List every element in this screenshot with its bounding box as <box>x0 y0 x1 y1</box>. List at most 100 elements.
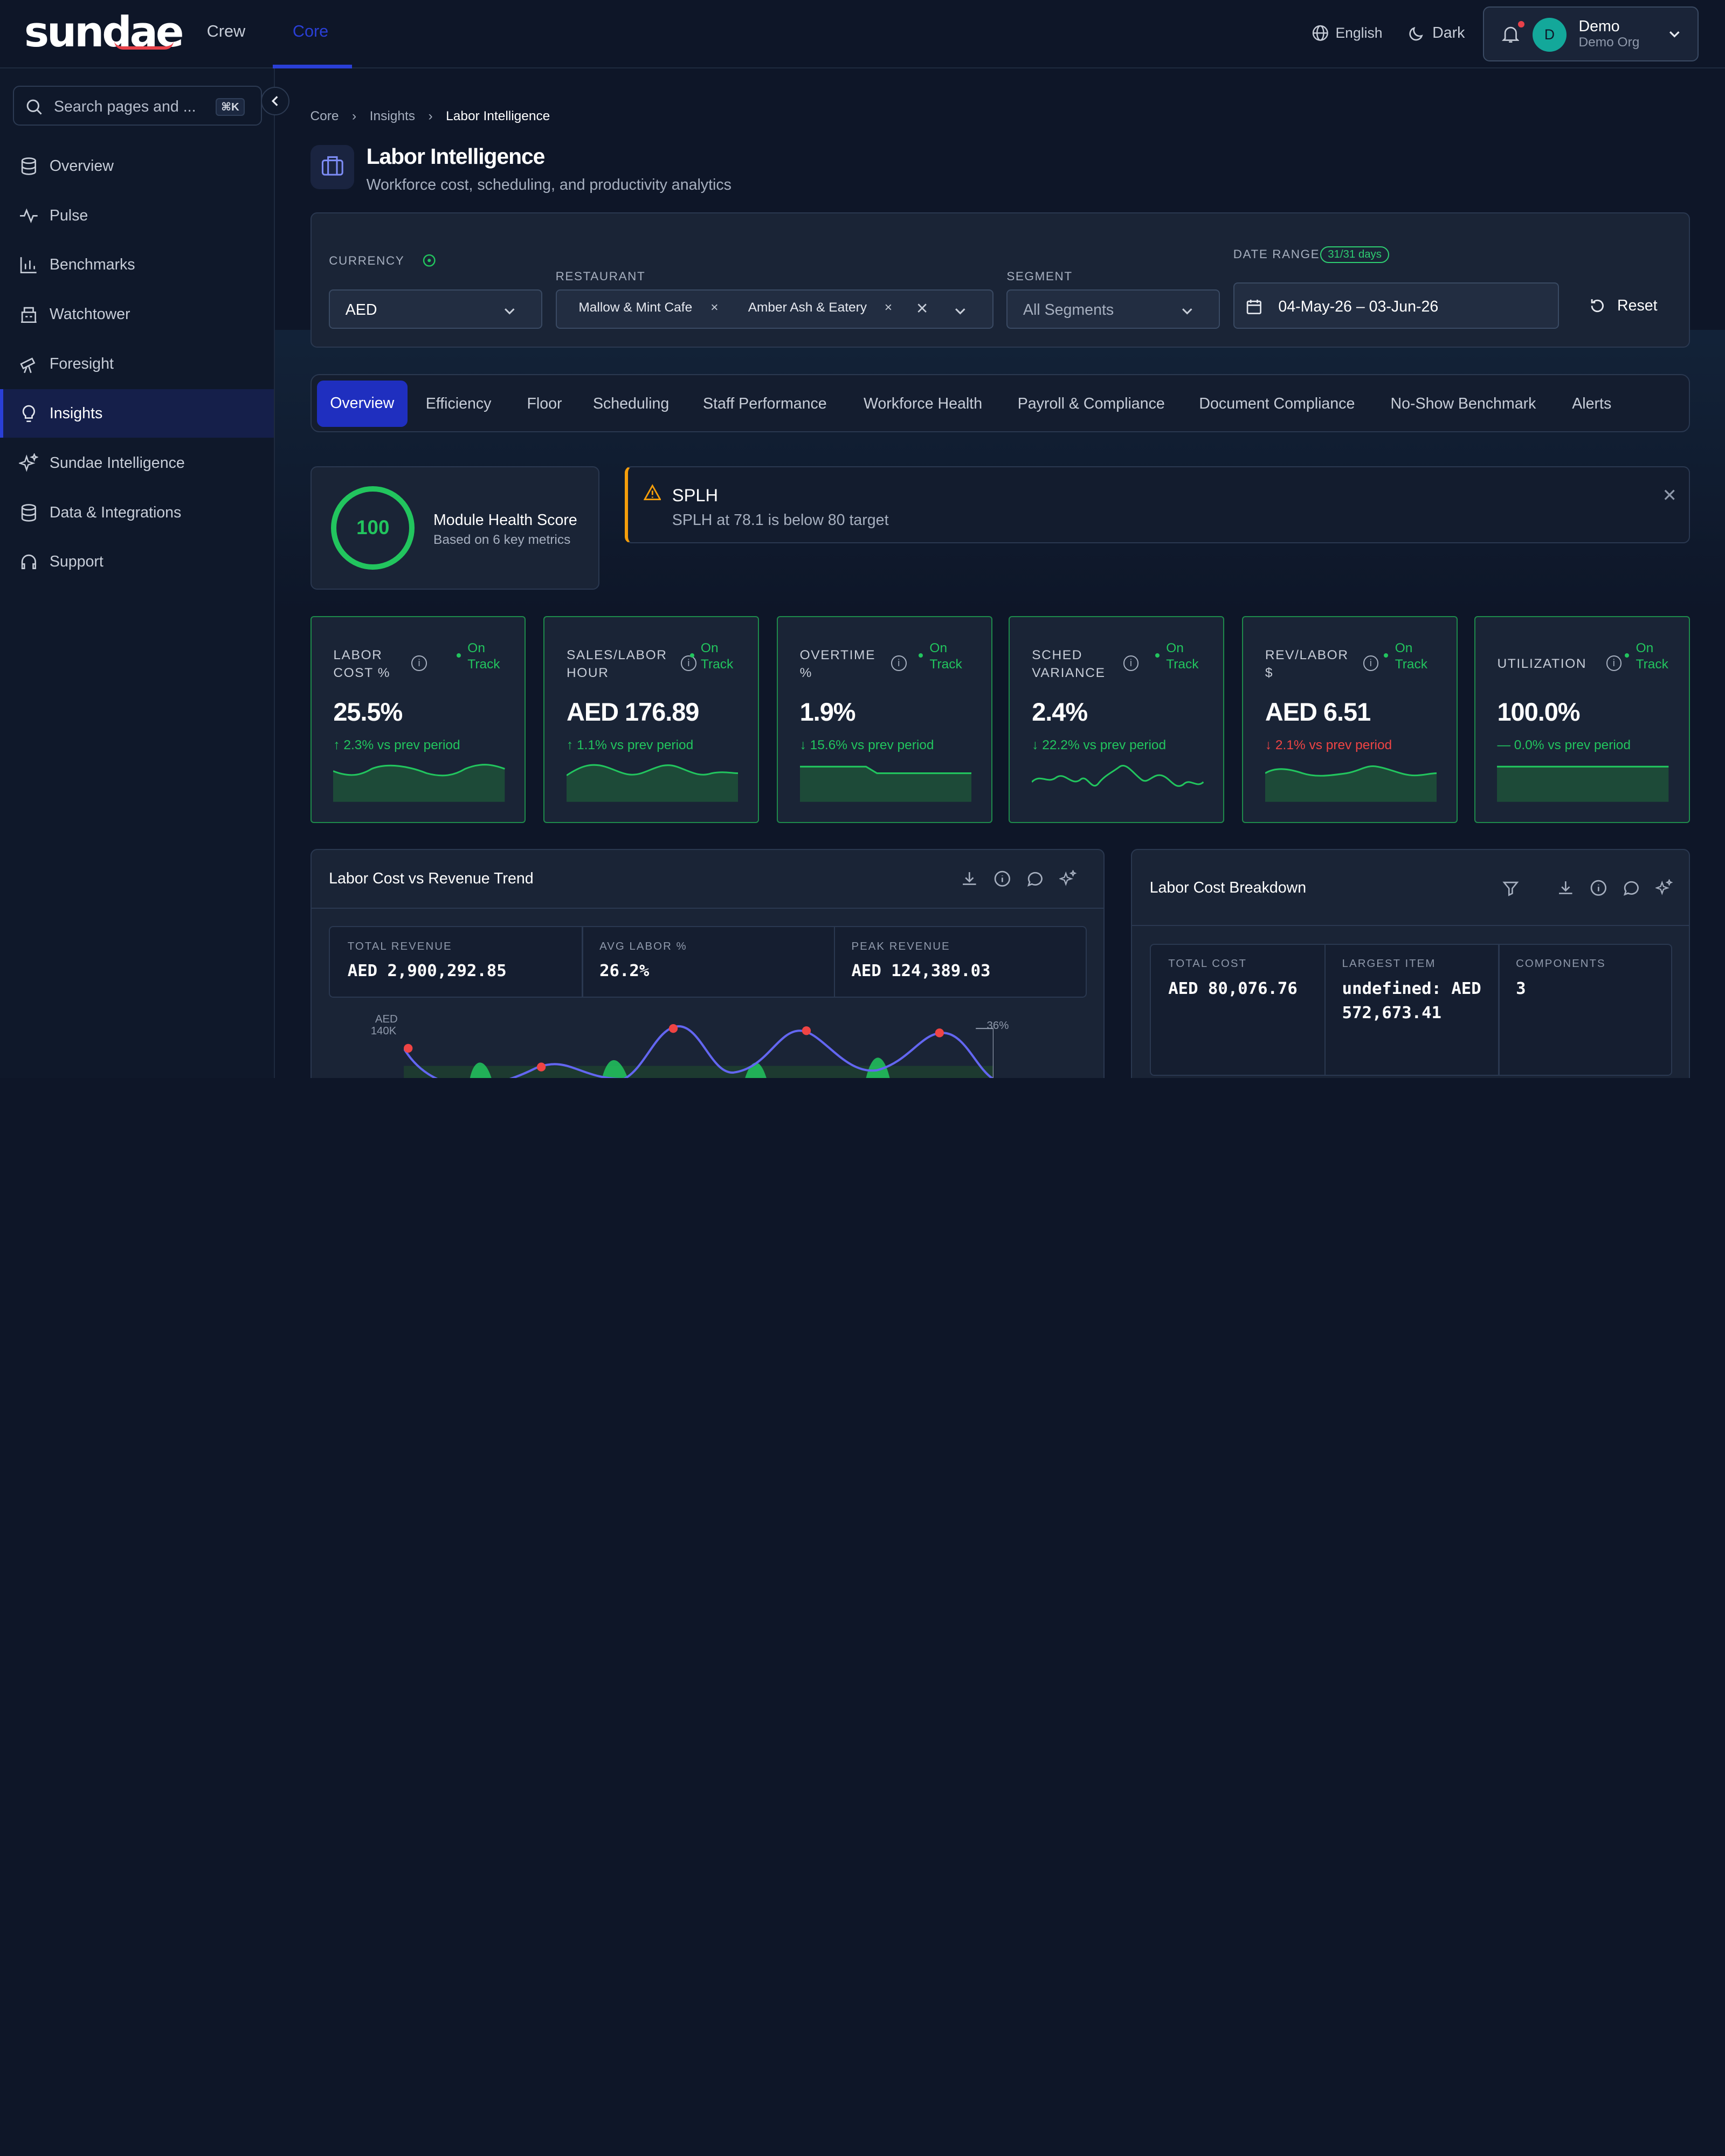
sidebar-item-pulse[interactable]: Pulse <box>0 191 274 240</box>
shortcut-badge: ⌘K <box>215 98 245 116</box>
tab-document-compliance[interactable]: Document Compliance <box>1199 395 1355 412</box>
sidebar-item-data-integrations[interactable]: Data & Integrations <box>0 488 274 537</box>
sidebar-item-label: Pulse <box>49 206 88 224</box>
kpi-label: SCHED VARIANCE <box>1032 647 1106 680</box>
info-icon[interactable]: i <box>411 655 427 671</box>
restaurant-select[interactable]: Mallow & Mint Cafe × Amber Ash & Eatery … <box>555 289 993 329</box>
calendar-icon <box>1246 300 1262 314</box>
kpi-label: REV/LABOR $ <box>1265 647 1349 680</box>
kpi-card-labor-cost[interactable]: LABOR COST % i On Track 25.5% ↑ 2.3% vs pr… <box>310 616 526 823</box>
sparkles-icon[interactable] <box>1059 870 1077 888</box>
sparkles-icon[interactable] <box>1655 879 1673 897</box>
info-icon[interactable]: i <box>681 655 696 671</box>
theme-toggle[interactable]: Dark <box>1408 24 1465 42</box>
sidebar-item-overview[interactable]: Overview <box>0 142 274 190</box>
language-label: English <box>1335 24 1383 41</box>
kpi-delta: ↓ 2.1% vs prev period <box>1265 738 1392 753</box>
nav-tab-crew[interactable]: Crew <box>206 22 246 40</box>
kpi-card-overtime[interactable]: OVERTIME% i On Track 1.9% ↓ 15.6% vs prev… <box>776 616 992 823</box>
close-icon[interactable]: ✕ <box>1662 485 1677 505</box>
sidebar-item-label: Foresight <box>49 355 114 373</box>
sidebar-item-insights[interactable]: Insights <box>0 389 274 438</box>
sparkles-icon <box>18 453 39 472</box>
nav-active-indicator <box>273 65 353 68</box>
currency-select[interactable]: AED <box>329 289 543 329</box>
segment-select[interactable]: All Segments <box>1006 289 1220 329</box>
notification-dot <box>1518 20 1525 27</box>
chevron-down-icon <box>1669 31 1680 38</box>
sidebar-item-watchtower[interactable]: Watchtower <box>0 291 274 339</box>
info-icon[interactable]: i <box>1123 655 1139 671</box>
reset-button[interactable]: Reset <box>1589 297 1658 315</box>
status-badge: On Track <box>919 640 962 673</box>
filter-icon[interactable] <box>1502 879 1520 897</box>
info-icon[interactable]: i <box>891 655 907 671</box>
tab-scheduling[interactable]: Scheduling <box>592 395 670 412</box>
tab-payroll-compliance[interactable]: Payroll & Compliance <box>1017 395 1165 412</box>
date-range-picker[interactable]: 04-May-26 – 03-Jun-26 <box>1233 282 1559 329</box>
kpi-card-sales-labor-hour[interactable]: SALES/LABOR HOUR i On Track AED 176.89 ↑ 1… <box>543 616 760 823</box>
comment-icon[interactable] <box>1026 870 1044 888</box>
sidebar-item-label: Insights <box>49 404 103 422</box>
kpi-card-utilization[interactable]: UTILIZATION i On Track 100.0% — 0.0% vs p… <box>1474 616 1690 823</box>
tab-floor[interactable]: Floor <box>527 395 562 412</box>
sidebar-item-support[interactable]: Support <box>0 538 274 586</box>
tab-overview[interactable]: Overview <box>316 381 408 427</box>
panel-toolbar <box>1502 879 1673 897</box>
user-org: Demo Org <box>1578 35 1640 50</box>
kpi-card-sched-variance[interactable]: SCHED VARIANCE i On Track 2.4% ↓ 22.2% vs … <box>1009 616 1225 823</box>
restaurant-chip: Mallow & Mint Cafe <box>578 300 693 315</box>
info-icon[interactable]: i <box>1363 655 1379 671</box>
sidebar-item-foresight[interactable]: Foresight <box>0 340 274 389</box>
page-subtitle: Workforce cost, scheduling, and producti… <box>366 176 732 194</box>
user-menu[interactable]: D Demo Demo Org <box>1482 6 1699 62</box>
remove-chip-icon[interactable]: × <box>710 300 719 315</box>
avatar: D <box>1532 17 1567 52</box>
status-badge: On Track <box>1384 640 1427 673</box>
breadcrumb: Core › Insights › Labor Intelligence <box>310 109 550 124</box>
search-input[interactable]: Search pages and ... <box>53 98 196 115</box>
collapse-sidebar-button[interactable] <box>260 87 289 116</box>
sundae-logo[interactable]: sundae <box>24 8 184 57</box>
sparkline <box>1497 765 1669 802</box>
comment-icon[interactable] <box>1623 879 1640 897</box>
stat-avg-labor: AVG LABOR % 26.2% <box>599 940 687 981</box>
chevron-down-icon <box>504 308 515 315</box>
tab-efficiency[interactable]: Efficiency <box>425 395 492 412</box>
kpi-label: OVERTIME% <box>799 647 876 680</box>
download-icon[interactable] <box>1557 879 1575 897</box>
info-icon[interactable] <box>993 870 1011 888</box>
tab-staff-performance[interactable]: Staff Performance <box>703 395 827 412</box>
moon-icon <box>1409 27 1423 41</box>
download-icon[interactable] <box>961 870 978 888</box>
health-score-ring: 100 <box>331 486 415 570</box>
reset-icon <box>1591 299 1604 313</box>
nav-tab-core[interactable]: Core <box>292 22 329 40</box>
clear-all-icon[interactable]: × <box>916 296 928 319</box>
sparkline <box>799 765 971 802</box>
tab-alerts[interactable]: Alerts <box>1572 395 1612 412</box>
building-icon <box>20 307 37 323</box>
sidebar-item-label: Watchtower <box>49 306 130 323</box>
kpi-delta: ↓ 15.6% vs prev period <box>799 738 934 753</box>
sidebar-item-label: Data & Integrations <box>49 503 182 521</box>
kpi-delta: ↓ 22.2% vs prev period <box>1032 738 1167 753</box>
language-selector[interactable]: English <box>1312 24 1383 42</box>
info-icon[interactable]: i <box>1606 655 1622 671</box>
status-badge: On Track <box>1625 640 1668 673</box>
search-box[interactable]: Search pages and ... ⌘K <box>13 86 262 126</box>
stat-total-revenue: TOTAL REVENUE AED 2,900,292.85 <box>347 940 507 981</box>
kpi-card-rev-labor[interactable]: REV/LABOR $ i On Track AED 6.51 ↓ 2.1% vs … <box>1242 616 1458 823</box>
sidebar-item-benchmarks[interactable]: Benchmarks <box>0 241 274 289</box>
tab-workforce-health[interactable]: Workforce Health <box>863 395 983 412</box>
page-title: Labor Intelligence <box>366 144 546 169</box>
sidebar-item-sundae-intelligence[interactable]: Sundae Intelligence <box>0 439 274 487</box>
bell-icon[interactable] <box>1501 24 1520 44</box>
remove-chip-icon[interactable]: × <box>884 300 893 315</box>
breadcrumb-insights[interactable]: Insights <box>369 109 415 124</box>
tab-no-show-benchmark[interactable]: No-Show Benchmark <box>1390 395 1536 412</box>
telescope-icon <box>19 357 36 374</box>
info-icon[interactable] <box>1590 879 1607 897</box>
breadcrumb-core[interactable]: Core <box>310 109 339 124</box>
kpi-delta: ↑ 1.1% vs prev period <box>566 738 694 753</box>
